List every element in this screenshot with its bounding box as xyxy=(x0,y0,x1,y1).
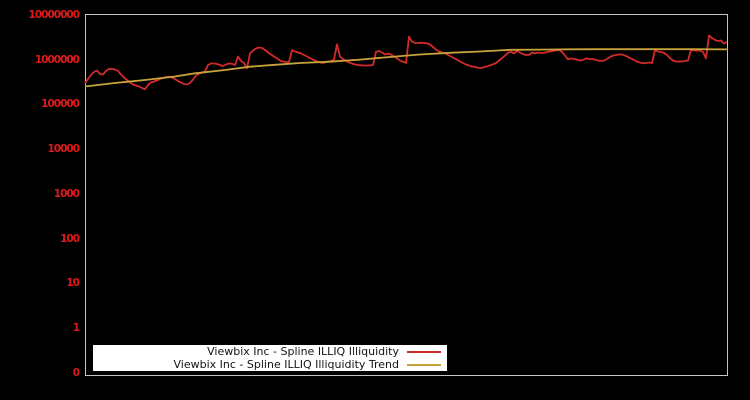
legend-line-sample-gold xyxy=(407,363,441,366)
legend-line-sample-red xyxy=(407,350,441,353)
y-tick-label: 1 xyxy=(72,322,80,334)
y-tick-label: 10000 xyxy=(47,143,80,155)
legend: Viewbix Inc - Spline ILLIQ Illiquidity V… xyxy=(93,345,447,371)
plot-area-frame xyxy=(85,14,728,376)
y-tick-label: 10000000 xyxy=(28,9,80,21)
legend-label-trend: Viewbix Inc - Spline ILLIQ Illiquidity T… xyxy=(173,357,399,371)
legend-label-illiquidity: Viewbix Inc - Spline ILLIQ Illiquidity xyxy=(207,344,399,358)
series-line-illiquidity xyxy=(84,34,728,91)
y-tick-label: 100000 xyxy=(41,98,80,110)
legend-item-illiquidity: Viewbix Inc - Spline ILLIQ Illiquidity xyxy=(93,345,447,358)
y-tick-label: 1000000 xyxy=(34,54,80,66)
y-tick-label: 0 xyxy=(72,367,80,379)
y-axis: 10000000 1000000 100000 10000 1000 100 10 1 0 xyxy=(0,0,85,400)
legend-item-trend: Viewbix Inc - Spline ILLIQ Illiquidity T… xyxy=(93,358,447,371)
series-line-trend xyxy=(84,48,729,88)
y-tick-label: 100 xyxy=(60,233,80,245)
y-tick-label: 1000 xyxy=(53,188,80,200)
y-tick-label: 10 xyxy=(66,277,80,289)
